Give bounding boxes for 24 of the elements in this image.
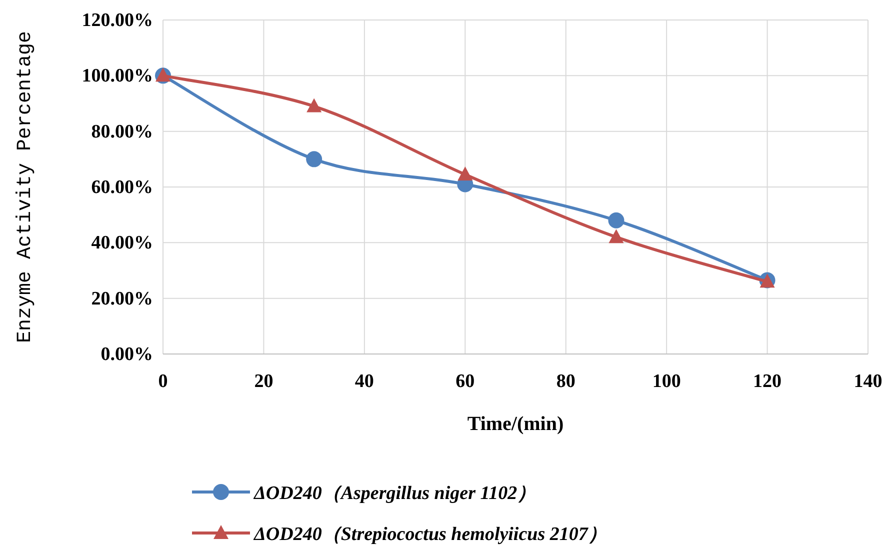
x-tick-label: 100 (652, 371, 681, 392)
x-tick-label: 60 (456, 371, 475, 392)
y-tick-label: 60.00% (91, 177, 153, 198)
x-tick-label: 40 (354, 371, 374, 392)
y-tick-label: 40.00% (91, 232, 153, 254)
x-tick-label: 0 (158, 371, 168, 392)
y-tick-label: 20.00% (91, 288, 153, 310)
y-tick-label: 80.00% (91, 121, 153, 142)
x-axis-title: Time/(min) (467, 413, 564, 435)
point (306, 151, 322, 168)
legend-label: ΔOD240（Strepiococtus hemolyiicus 2107） (253, 524, 607, 545)
x-tick-label: 20 (254, 371, 274, 392)
x-tick-label: 80 (556, 371, 576, 392)
point (608, 212, 624, 228)
point (458, 166, 473, 180)
x-tick-label: 120 (753, 371, 782, 392)
point (306, 98, 322, 112)
y-axis-title: Enzyme Activity Percentage (14, 30, 37, 344)
point (608, 229, 624, 244)
y-tick-label: 100.00% (82, 66, 153, 87)
y-tick-label: 0.00% (100, 344, 153, 365)
y-tick-label: 120.00% (82, 10, 153, 31)
legend-label: ΔOD240（Aspergillus niger 1102） (253, 483, 536, 504)
x-tick-label: 140 (854, 371, 882, 392)
